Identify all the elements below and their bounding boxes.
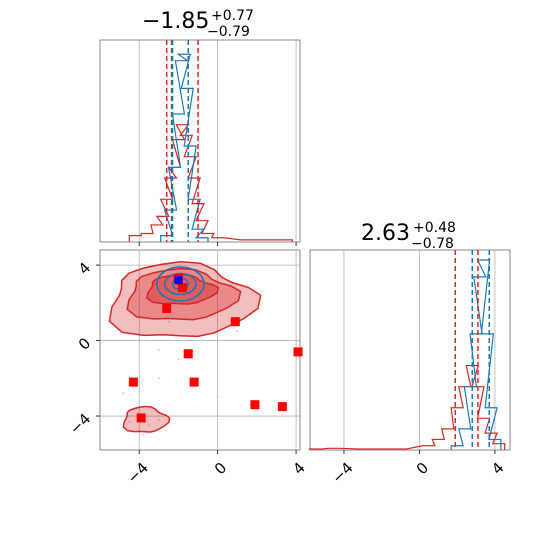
- sample-dot: [216, 396, 219, 399]
- sample-dot: [148, 424, 150, 427]
- title-y-median: 2.63: [361, 221, 410, 246]
- histogram-x-panel: [99, 39, 301, 246]
- title-x-median: −1.85: [142, 9, 209, 34]
- contour-blue-mid: [163, 272, 197, 296]
- hist-y-tick-label: 0: [413, 459, 432, 478]
- sample-dot: [128, 420, 131, 423]
- title-y-minus: −0.78: [411, 236, 454, 252]
- joint-frame: [99, 249, 301, 451]
- joint-x-tick-label: 4: [289, 459, 308, 478]
- sample-dot: [157, 377, 160, 380]
- scatter-red-square: [250, 400, 260, 410]
- scatter-red-square: [293, 347, 303, 357]
- sample-dot: [138, 411, 141, 414]
- sample-dot: [177, 358, 180, 361]
- hist-y-frame: [309, 249, 511, 451]
- hist-y-tick-label: 4: [488, 459, 507, 478]
- histogram-y-panel: −4 0 4: [309, 249, 511, 487]
- joint-y-tick-label: −4: [66, 410, 94, 438]
- joint-x-tick-label: 0: [211, 459, 230, 478]
- scatter-red-square: [230, 317, 240, 327]
- sample-dot: [236, 330, 239, 333]
- sample-dot: [157, 349, 160, 351]
- scatter-red-square: [277, 402, 287, 412]
- sample-dot: [142, 434, 145, 436]
- joint-y-tick-label: 4: [75, 259, 94, 278]
- title-y-plus: +0.48: [413, 220, 456, 236]
- scatter-red-square: [162, 303, 172, 313]
- scatter-red-square: [177, 283, 187, 293]
- title-x: −1.85 +0.77 −0.79: [142, 8, 254, 40]
- contour-red-secondary: [122, 405, 171, 433]
- scatter-red-square: [128, 377, 138, 387]
- hist-x-frame: [99, 39, 301, 243]
- scatter-red-square: [136, 413, 146, 423]
- hist-y-blue-series: [450, 259, 502, 450]
- scatter-blue-square: [174, 276, 183, 285]
- title-x-minus: −0.79: [207, 24, 250, 40]
- sample-dot: [154, 283, 156, 285]
- joint-y-tick-label: 0: [75, 334, 94, 353]
- scatter-red-square: [183, 349, 193, 359]
- title-y: 2.63 +0.48 −0.78: [361, 220, 456, 252]
- sample-dot: [157, 418, 160, 421]
- scatter-red-square: [189, 377, 199, 387]
- sample-dot: [122, 392, 125, 395]
- hist-y-tick-label: −4: [328, 459, 356, 487]
- joint-panel: −4 0 4 −4 0 4: [66, 249, 309, 487]
- contour-blue-outer: [156, 266, 205, 302]
- joint-x-tick-label: −4: [124, 459, 152, 487]
- sample-dot: [167, 320, 170, 323]
- title-x-plus: +0.77: [211, 8, 254, 24]
- hist-x-blue-series: [160, 53, 209, 242]
